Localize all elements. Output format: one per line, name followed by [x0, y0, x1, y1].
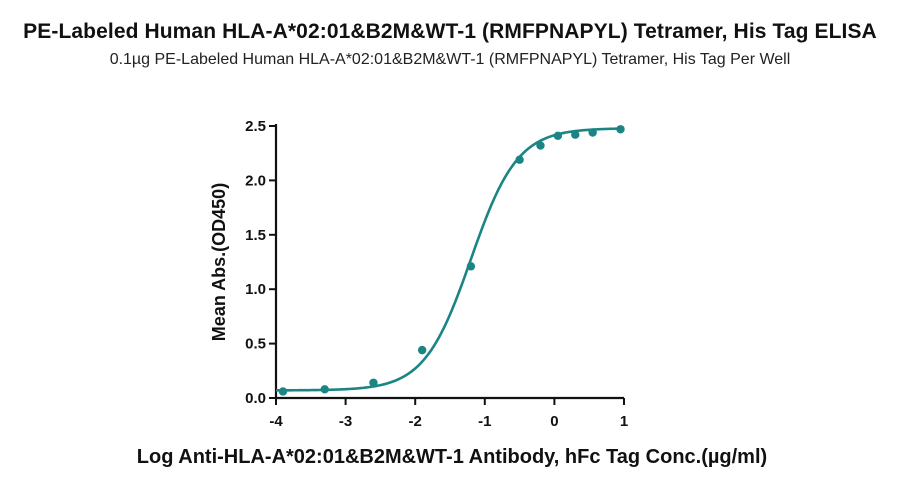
- x-tick-label: 0: [550, 413, 558, 430]
- data-point: [369, 378, 378, 387]
- y-tick-label: 2.5: [245, 118, 266, 135]
- data-point: [571, 130, 580, 139]
- fit-curve-layer: [276, 127, 625, 392]
- x-tick-label: -1: [478, 413, 491, 430]
- x-tick-label: -3: [339, 413, 352, 430]
- y-tick-label: 0.5: [245, 336, 266, 353]
- y-tick-label: 1.0: [245, 281, 266, 298]
- data-point: [553, 131, 563, 140]
- axes: 0.0 0.5 1.0 1.5 2.0 2.5 -4 -3 -2 -1 0 1: [245, 118, 628, 430]
- data-point: [466, 262, 476, 271]
- data-point: [588, 128, 597, 137]
- chart-title: PE-Labeled Human HLA-A*02:01&B2M&WT-1 (R…: [23, 20, 877, 43]
- data-point: [278, 387, 288, 396]
- data-point: [417, 345, 427, 355]
- data-point: [536, 141, 545, 150]
- data-point: [320, 385, 329, 394]
- x-axis-title: Log Anti-HLA-A*02:01&B2M&WT-1 Antibody, …: [137, 446, 767, 468]
- y-tick-label: 2.0: [245, 172, 266, 189]
- data-points-layer: [278, 125, 625, 396]
- x-tick-label: 1: [620, 413, 628, 430]
- x-tick-label: -2: [409, 413, 422, 430]
- y-axis-title: Mean Abs.(OD450): [209, 183, 229, 341]
- chart-subtitle: 0.1µg PE-Labeled Human HLA-A*02:01&B2M&W…: [109, 51, 791, 68]
- x-tick-label: -4: [269, 413, 283, 430]
- y-tick-label: 1.5: [245, 227, 266, 244]
- fit-curve: [276, 127, 625, 392]
- data-point: [616, 125, 625, 134]
- data-point: [515, 155, 524, 164]
- y-tick-label: 0.0: [245, 390, 266, 407]
